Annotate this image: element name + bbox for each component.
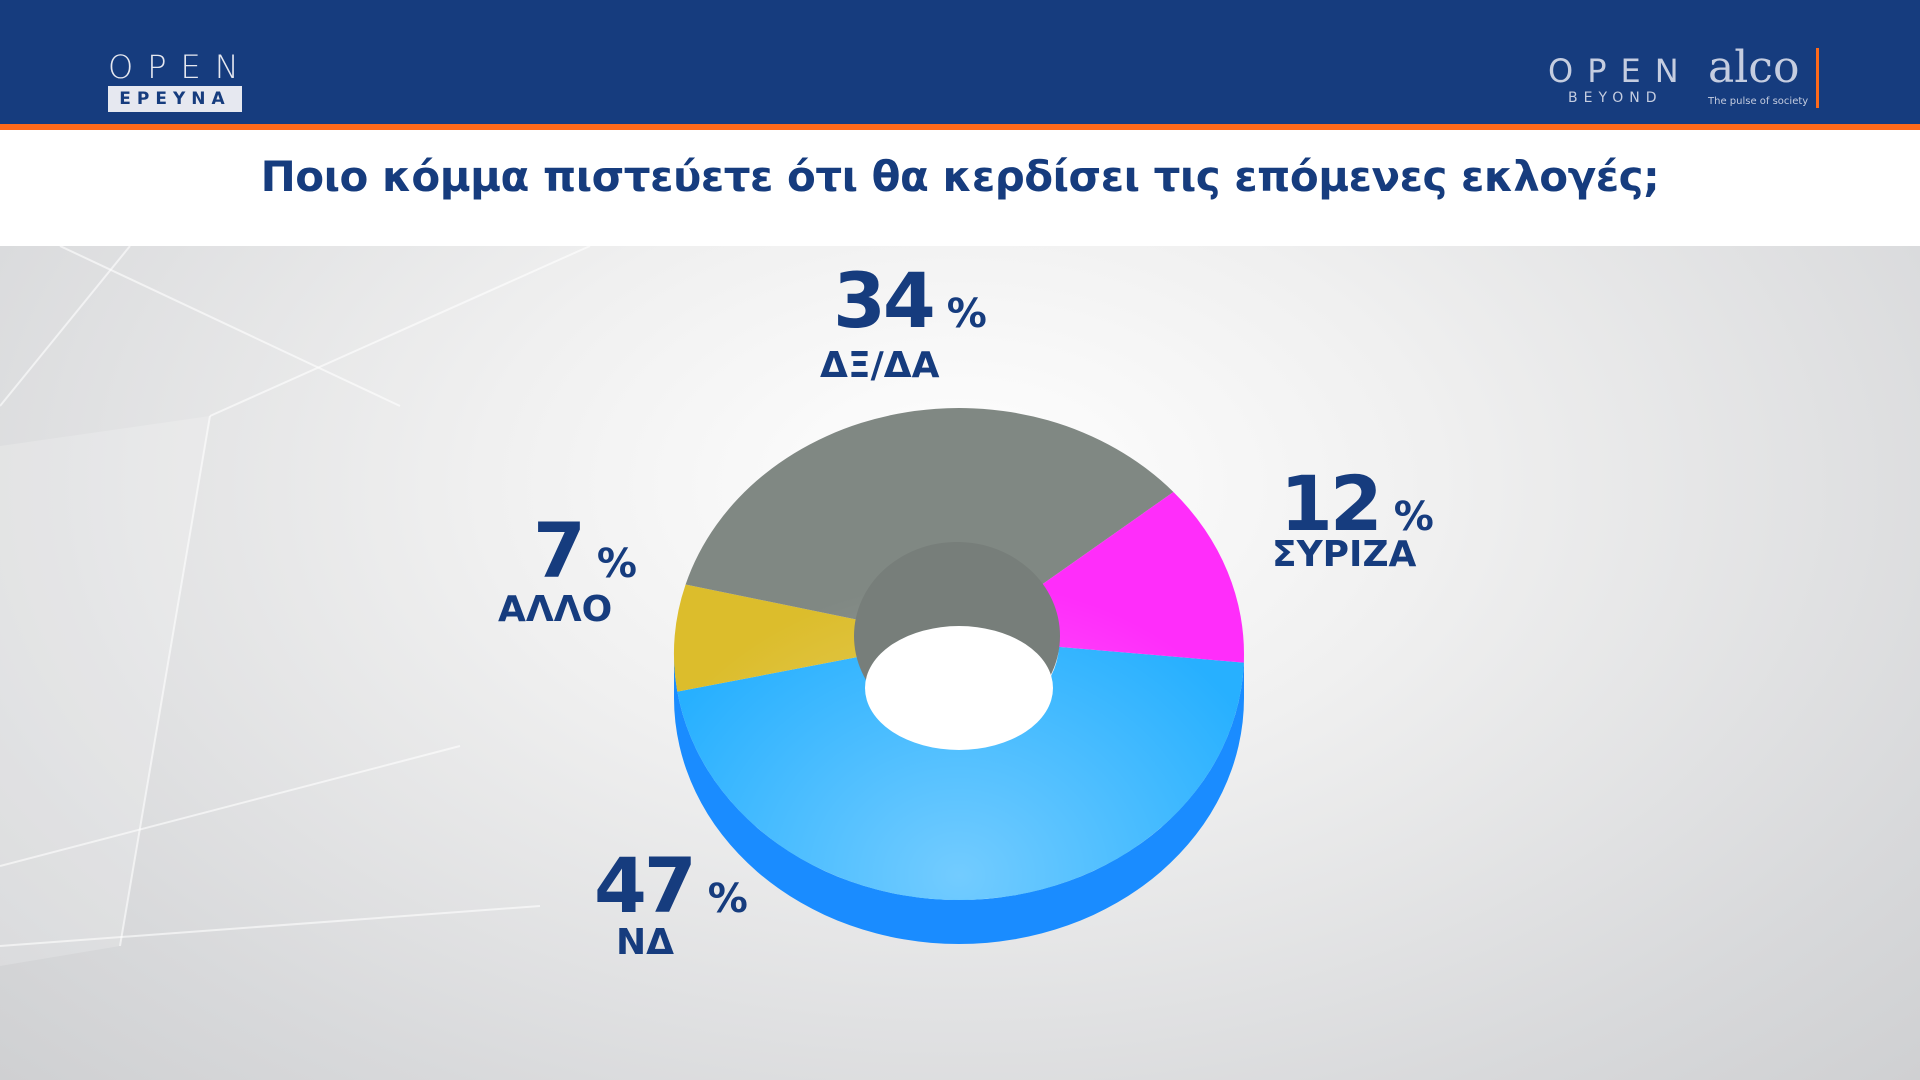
beyond-text: BEYOND bbox=[1568, 90, 1663, 106]
category-label-allo: ΑΛΛΟ bbox=[498, 589, 613, 630]
chart-title: Ποιο κόμμα πιστεύετε ότι θα κερδίσει τις… bbox=[260, 152, 1660, 201]
title-band bbox=[0, 130, 1920, 246]
accent-stripe bbox=[0, 124, 1920, 130]
open-logo: OPEN bbox=[108, 48, 253, 86]
category-label-nd: ΝΔ bbox=[616, 922, 674, 963]
alco-logo: alco bbox=[1708, 42, 1800, 93]
donut-side-wall bbox=[674, 654, 1244, 944]
alco-tagline: The pulse of society bbox=[1708, 96, 1809, 107]
ereyna-logo-badge: ΕΡΕΥΝΑ bbox=[108, 86, 242, 112]
value-label-allo: 7% bbox=[533, 506, 637, 595]
donut-hole bbox=[865, 626, 1053, 750]
category-label-syriza: ΣΥΡΙΖΑ bbox=[1272, 534, 1417, 575]
header-bar bbox=[0, 0, 1920, 124]
background-decoration bbox=[0, 246, 591, 966]
logo-divider bbox=[1816, 48, 1819, 108]
open-beyond-logo: OPEN bbox=[1548, 52, 1693, 90]
category-label-dxda: ΔΞ/ΔΑ bbox=[820, 345, 940, 386]
value-label-syriza: 12% bbox=[1280, 459, 1434, 548]
value-label-dxda: 34% bbox=[833, 256, 987, 345]
value-label-nd: 47% bbox=[594, 841, 748, 930]
